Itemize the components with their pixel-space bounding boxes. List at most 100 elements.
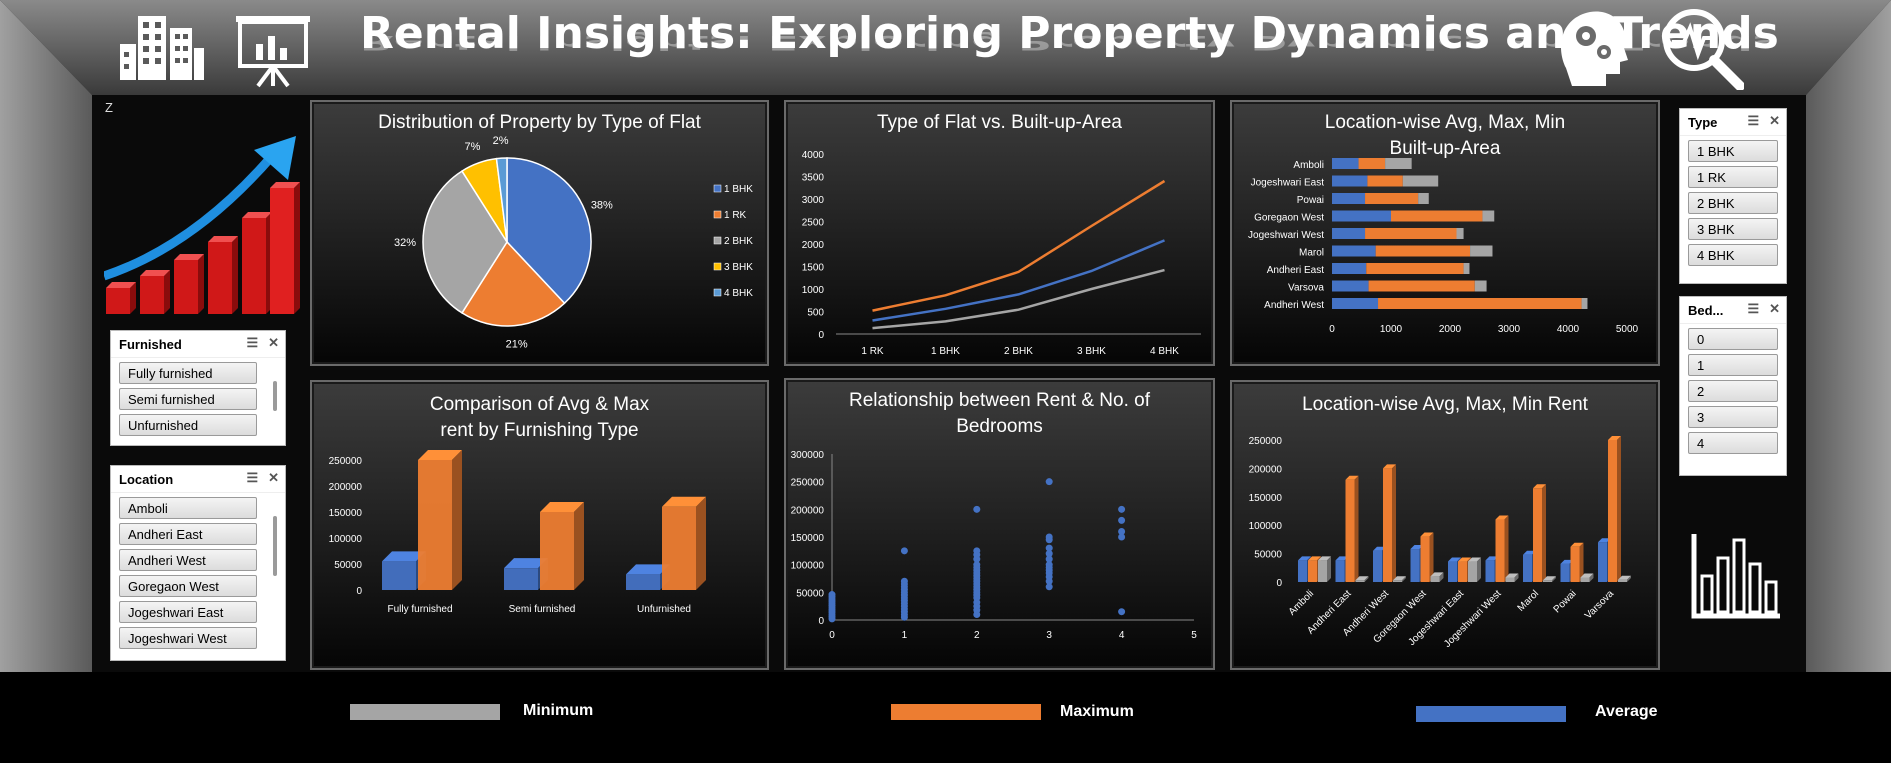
rent-bar: [1505, 577, 1515, 582]
rent-bar-top: [1468, 557, 1481, 562]
slicer-item-bedrooms-3[interactable]: 3: [1688, 406, 1778, 428]
furn-x-tick: Fully furnished: [387, 604, 452, 615]
line-x-tick: 2 BHK: [1004, 346, 1033, 357]
location-rent-title: Location-wise Avg, Max, Min Rent: [1302, 394, 1588, 415]
rent-bar: [1448, 561, 1457, 582]
pie-chart: 38% 21% 32% 7% 2% 1 BHK 1 RK 2 BHK 3 BHK 4 BHK: [394, 135, 753, 350]
location-slicer-scrollbar[interactable]: [273, 516, 277, 576]
rent-y-tick: 100000: [1249, 521, 1283, 532]
clear-filter-icon[interactable]: ✕: [1769, 113, 1780, 128]
scatter-x-tick: 5: [1191, 630, 1197, 641]
slicer-item-2bhk[interactable]: 2 BHK: [1688, 192, 1778, 214]
furnished-slicer-scrollbar[interactable]: [273, 381, 277, 411]
rent-y-tick: 250000: [1249, 436, 1283, 447]
rent-bar-top: [1598, 538, 1611, 543]
multi-select-icon[interactable]: ☰: [246, 335, 259, 350]
scatter-point: [900, 577, 908, 585]
rent-bar-top: [1533, 484, 1546, 489]
scatter-point: [1045, 561, 1053, 569]
slicer-item-andheri-west[interactable]: Andheri West: [119, 549, 257, 571]
area-bar-segment: [1365, 228, 1457, 239]
rent-bar-top: [1345, 475, 1359, 480]
rent-bar-top: [1430, 572, 1444, 577]
rent-bar: [1570, 546, 1580, 582]
slicer-item-jogeshwari-west[interactable]: Jogeshwari West: [119, 627, 257, 649]
multi-select-icon[interactable]: ☰: [246, 470, 259, 485]
pie-legend-swatch: [713, 288, 722, 297]
area-bar-segment: [1367, 175, 1403, 187]
slicer-item-fully-furnished[interactable]: Fully furnished: [119, 362, 257, 384]
rent-x-tick: Powai: [1552, 588, 1579, 615]
slicer-item-bedrooms-1[interactable]: 1: [1688, 354, 1778, 376]
area-x-tick: 5000: [1616, 324, 1639, 335]
clear-filter-icon[interactable]: ✕: [1769, 301, 1780, 316]
area-category-label: Powai: [1297, 195, 1324, 206]
furn-bar: [382, 561, 416, 590]
pie-legend-label: 1 RK: [724, 210, 747, 221]
rent-bar-side: [1477, 557, 1481, 582]
slicer-item-3bhk[interactable]: 3 BHK: [1688, 218, 1778, 240]
slicer-item-1rk[interactable]: 1 RK: [1688, 166, 1778, 188]
rent-bar: [1533, 488, 1542, 582]
furn-y-tick: 0: [356, 586, 362, 597]
rent-bar-top: [1580, 573, 1594, 578]
pie-slice: [506, 157, 592, 305]
furn-y-tick: 200000: [329, 482, 363, 493]
pie-legend-swatch: [713, 262, 722, 271]
line-chart-title: Type of Flat vs. Built-up-Area: [877, 112, 1122, 133]
stray-text: Z: [105, 100, 113, 115]
scatter-x-tick: 3: [1046, 630, 1052, 641]
furn-bar-side: [452, 450, 462, 590]
pie-data-label: 38%: [591, 199, 613, 211]
area-bar-segment: [1358, 158, 1386, 169]
rent-bar-side: [1542, 484, 1546, 582]
clear-filter-icon[interactable]: ✕: [268, 470, 279, 485]
area-bar-segment: [1332, 158, 1359, 169]
rent-bar-side: [1392, 464, 1396, 582]
rent-x-tick: Marol: [1516, 588, 1541, 613]
multi-select-icon[interactable]: ☰: [1747, 113, 1760, 128]
scatter-y-tick: 250000: [791, 478, 825, 489]
scatter-point: [1045, 478, 1053, 486]
rent-bar-side: [1579, 542, 1584, 582]
slicer-item-amboli[interactable]: Amboli: [119, 497, 257, 519]
rent-bar: [1318, 560, 1327, 582]
area-category-label: Andheri East: [1267, 265, 1324, 276]
area-bar-segment: [1332, 175, 1368, 187]
furn-bar-top: [662, 496, 706, 507]
rent-bar-top: [1608, 436, 1621, 440]
furn-bar-top: [418, 450, 462, 460]
slicer-item-bedrooms-4[interactable]: 4: [1688, 432, 1778, 454]
slicer-item-andheri-east[interactable]: Andheri East: [119, 523, 257, 545]
legend-minimum-swatch: [350, 704, 500, 720]
search-pulse-icon: [1663, 9, 1744, 90]
location-area-panel: Location-wise Avg, Max, Min Built-up-Are…: [1230, 100, 1660, 366]
slicer-item-1bhk[interactable]: 1 BHK: [1688, 140, 1778, 162]
rent-bar-top: [1505, 573, 1519, 578]
rent-bar: [1373, 550, 1382, 582]
slicer-item-semi-furnished[interactable]: Semi furnished: [119, 388, 257, 410]
area-category-label: Jogeshwari West: [1248, 230, 1324, 241]
slicer-item-bedrooms-0[interactable]: 0: [1688, 328, 1778, 350]
slicer-item-jogeshwari-east[interactable]: Jogeshwari East: [119, 601, 257, 623]
scatter-point: [1045, 544, 1053, 552]
pie-chart-title: Distribution of Property by Type of Flat: [378, 112, 701, 133]
slicer-item-4bhk[interactable]: 4 BHK: [1688, 244, 1778, 266]
line-chart: 0 500 1000 1500 2000 2500 3000 3500 4000 1 RK 1 BH…: [802, 150, 1201, 357]
rent-bar: [1458, 561, 1467, 582]
rent-bar-side: [1589, 573, 1594, 582]
rent-x-tick: Varsova: [1583, 588, 1617, 622]
clear-filter-icon[interactable]: ✕: [268, 335, 279, 350]
scatter-panel: Relationship between Rent & No. of Bedro…: [784, 378, 1215, 670]
scatter-title: Relationship between Rent & No. of Bedro…: [848, 390, 1150, 437]
slicer-item-bedrooms-2[interactable]: 2: [1688, 380, 1778, 402]
multi-select-icon[interactable]: ☰: [1747, 301, 1760, 316]
area-category-label: Amboli: [1293, 160, 1324, 171]
slicer-item-goregaon-west[interactable]: Goregaon West: [119, 575, 257, 597]
frame-right: [1806, 0, 1891, 763]
area-bar-segment: [1332, 298, 1379, 309]
slicer-item-unfurnished[interactable]: Unfurnished: [119, 414, 257, 436]
rent-y-tick: 200000: [1249, 464, 1283, 475]
location-area-title: Location-wise Avg, Max, Min Built-up-Are…: [1324, 112, 1566, 159]
type-slicer-header: Type ☰ ✕: [1680, 109, 1786, 136]
